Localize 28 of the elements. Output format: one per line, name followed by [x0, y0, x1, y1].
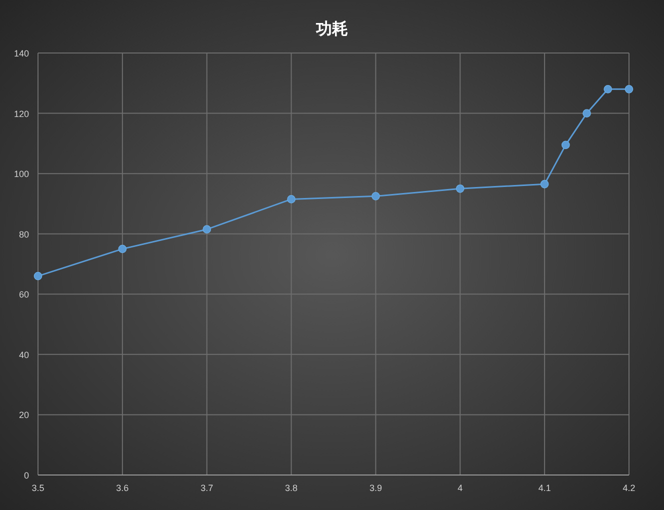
point: [34, 272, 42, 280]
x-tick-label: 4: [458, 483, 463, 493]
y-tick-label: 60: [18, 290, 29, 300]
y-tick-label: 40: [18, 350, 29, 360]
point: [561, 140, 570, 150]
y-tick-label: 80: [18, 229, 29, 240]
point: [372, 192, 380, 200]
x-tick-label: 3.8: [285, 483, 298, 493]
point: [118, 244, 127, 254]
point: [202, 225, 212, 234]
y-tick-label: 0: [24, 470, 29, 480]
y-tick-label: 20: [18, 410, 29, 420]
point: [582, 109, 591, 118]
chart-title: 功耗: [315, 20, 348, 38]
x-tick-label: 4.1: [538, 483, 551, 493]
point: [624, 84, 634, 94]
point: [604, 84, 612, 94]
point: [540, 180, 549, 188]
y-tick-label: 140: [14, 48, 29, 58]
x-tick-label: 3.6: [116, 483, 129, 493]
x-tick-label: 4.2: [622, 483, 636, 493]
x-tick-label: 3.5: [32, 483, 44, 493]
x-tick-label: 3.7: [200, 483, 214, 493]
point: [287, 194, 296, 204]
point: [456, 184, 464, 193]
y-tick-label: 120: [14, 108, 29, 119]
y-tick-label: 100: [14, 169, 29, 180]
x-tick-label: 3.9: [369, 483, 382, 493]
